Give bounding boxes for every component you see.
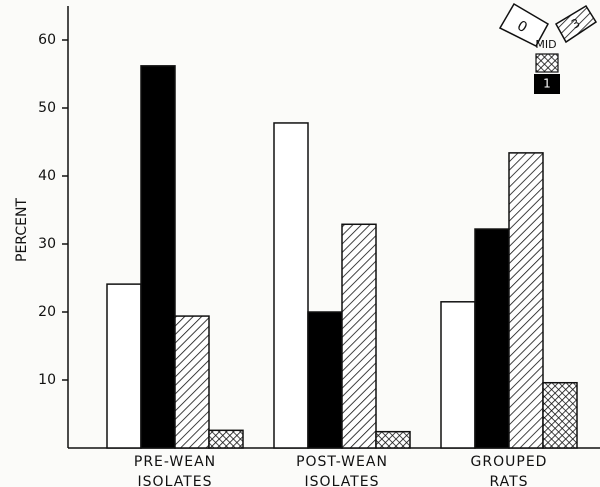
bar <box>175 316 209 448</box>
bar <box>209 430 243 448</box>
legend-label: 1 <box>543 77 551 91</box>
y-tick-label: 10 <box>38 372 56 388</box>
bar <box>308 312 342 448</box>
bar <box>107 284 141 448</box>
x-tick-label: POST-WEAN ISOLATES <box>282 452 402 487</box>
bar <box>274 123 308 448</box>
y-tick-label: 60 <box>38 32 56 48</box>
y-tick-label: 20 <box>38 304 56 320</box>
bar <box>376 432 410 448</box>
y-tick-label: 50 <box>38 100 56 116</box>
x-tick-label: GROUPED RATS <box>449 452 569 487</box>
bar <box>543 383 577 448</box>
y-axis-label: PERCENT <box>14 198 30 262</box>
bar <box>342 224 376 448</box>
bar <box>475 229 509 448</box>
x-tick-label: PRE-WEAN ISOLATES <box>115 452 235 487</box>
legend: 0 3 MID 1 <box>500 4 596 94</box>
legend-mid <box>536 54 558 72</box>
bar <box>441 302 475 448</box>
page: PERCENT 0 3 MID 1 10 20 30 40 50 60 PRE-WEAN … <box>0 0 600 487</box>
bar <box>141 66 175 448</box>
y-tick-label: 40 <box>38 168 56 184</box>
legend-label: MID <box>535 38 556 51</box>
y-tick-label: 30 <box>38 236 56 252</box>
bar <box>509 153 543 448</box>
chart: PERCENT 0 3 MID 1 10 20 30 40 50 60 <box>0 0 600 487</box>
